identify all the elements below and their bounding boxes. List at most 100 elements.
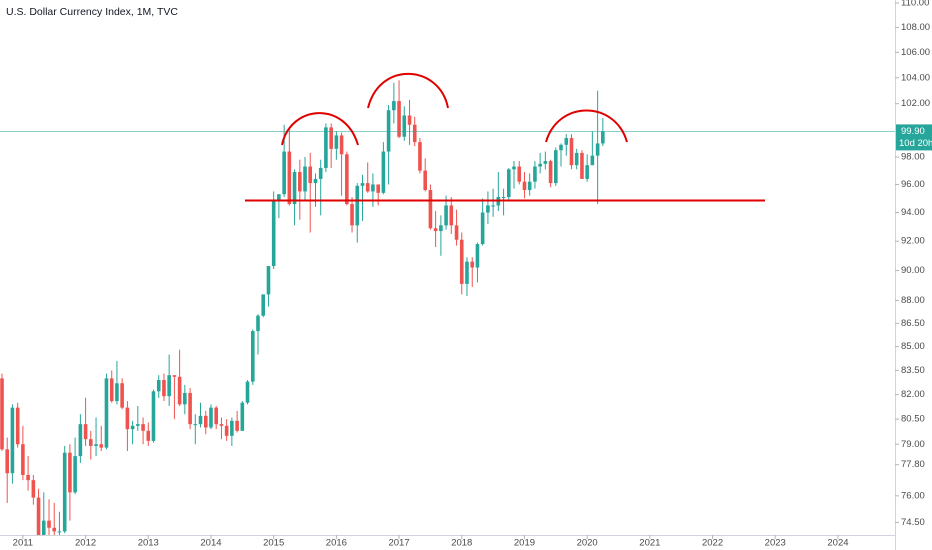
- y-tick-label: 79.00: [901, 439, 925, 450]
- x-tick-label: 2019: [514, 538, 535, 549]
- candle-body: [559, 144, 563, 151]
- candle-body: [439, 225, 443, 232]
- y-tick-label: 98.00: [901, 152, 925, 163]
- x-tick-label: 2011: [13, 538, 33, 549]
- candle-body: [136, 424, 140, 426]
- candle-body: [62, 452, 67, 532]
- y-tick-label: 108.00: [901, 22, 930, 33]
- candle-body: [36, 497, 41, 535]
- candle-body: [402, 115, 407, 137]
- candle-body: [224, 425, 229, 436]
- y-tick-label: 80.50: [901, 414, 925, 425]
- y-tick-label: 77.80: [901, 459, 925, 470]
- candle-body: [162, 380, 166, 397]
- candle-body: [104, 378, 109, 448]
- y-tick-label: 82.00: [901, 389, 925, 400]
- candle-body: [433, 228, 438, 232]
- candle-body: [486, 205, 490, 213]
- candle-body: [287, 151, 292, 205]
- candle-body: [209, 407, 213, 428]
- right-shoulder-arc: [545, 109, 628, 143]
- candle-body: [219, 424, 224, 426]
- candle-body: [193, 424, 198, 426]
- candle-body: [73, 456, 77, 493]
- candle-body: [554, 150, 558, 184]
- candle-body: [26, 474, 30, 481]
- candle-body: [99, 444, 104, 448]
- x-tick-label: 2024: [827, 538, 848, 549]
- candle-body: [601, 131, 605, 144]
- candle-body: [517, 166, 522, 182]
- candle-body: [459, 239, 464, 284]
- candle-body: [522, 181, 527, 191]
- candle-body: [21, 444, 25, 475]
- candle-body: [371, 184, 375, 192]
- candle-body: [245, 381, 250, 403]
- candle-body: [465, 261, 469, 284]
- y-tick-label: 83.50: [901, 365, 925, 376]
- x-tick-label: 2021: [639, 538, 660, 549]
- candle-body: [5, 449, 10, 474]
- candle-body: [444, 205, 448, 226]
- candle-body: [198, 415, 203, 425]
- candle-body: [271, 201, 276, 267]
- y-tick-label: 90.00: [901, 265, 925, 276]
- candle-body: [68, 452, 72, 493]
- candle-body: [15, 407, 20, 445]
- last-price-box: [896, 124, 932, 151]
- candle-body: [428, 190, 433, 229]
- y-tick-label: 106.00: [901, 47, 930, 58]
- candle-body: [548, 161, 553, 184]
- candle-body: [527, 181, 532, 191]
- candle-body: [235, 420, 239, 431]
- candle-body: [156, 380, 161, 392]
- head-arc: [367, 72, 449, 109]
- candle-body: [183, 392, 187, 405]
- y-tick-label: 110.00: [901, 0, 929, 9]
- plot-area: [0, 80, 895, 535]
- candle-body: [303, 166, 307, 192]
- candle-body: [386, 110, 391, 152]
- candle-body: [334, 135, 339, 149]
- y-tick-label: 96.00: [901, 179, 925, 190]
- y-tick-label: 74.50: [901, 517, 925, 528]
- x-tick-label: 2022: [702, 538, 723, 549]
- candle-body: [376, 184, 380, 193]
- x-tick-label: 2014: [200, 538, 221, 549]
- candle-body: [188, 392, 192, 425]
- x-tick-label: 2017: [388, 538, 409, 549]
- candle-body: [203, 415, 208, 428]
- x-tick-label: 2016: [326, 538, 347, 549]
- y-tick-label: 88.00: [901, 295, 925, 306]
- candle-body: [569, 138, 574, 166]
- candle-body: [397, 101, 401, 137]
- candle-body: [146, 430, 151, 441]
- candle-body: [266, 266, 271, 295]
- y-tick-label: 104.00: [901, 72, 930, 83]
- candle-body: [115, 383, 119, 402]
- x-tick-label: 2018: [451, 538, 472, 549]
- x-tick-label: 2020: [577, 538, 598, 549]
- candle-body: [250, 331, 255, 382]
- candle-body: [282, 151, 286, 195]
- candle-body: [595, 143, 600, 156]
- drawings: [245, 72, 765, 202]
- candle-body: [78, 424, 83, 457]
- candle-body: [47, 520, 51, 528]
- countdown-label: 10d 20h: [899, 138, 932, 149]
- candle-body: [475, 244, 480, 268]
- candle-body: [94, 444, 98, 446]
- candle-body: [480, 212, 485, 245]
- candle-body: [230, 420, 234, 436]
- candle-body: [261, 294, 266, 316]
- candle-body: [345, 154, 349, 205]
- candle-body: [360, 183, 365, 186]
- candle-body: [172, 375, 177, 377]
- candle-body: [324, 127, 328, 168]
- candle-body: [418, 142, 422, 171]
- candle-body: [538, 163, 542, 167]
- x-tick-label: 2012: [75, 538, 96, 549]
- x-tick-label: 2023: [765, 538, 786, 549]
- y-tick-label: 92.00: [901, 236, 925, 247]
